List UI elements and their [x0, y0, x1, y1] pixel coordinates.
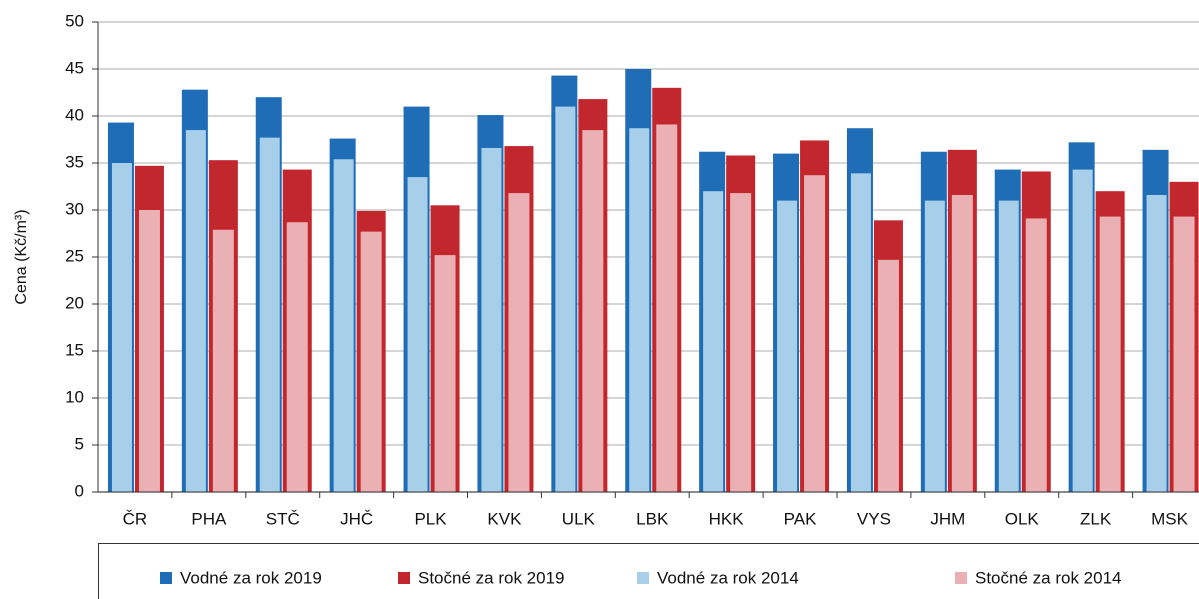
bar [924, 200, 945, 492]
x-tick-label: PAK [784, 509, 817, 528]
y-tick-label: 10 [65, 387, 84, 406]
legend-box [98, 543, 1199, 599]
y-tick-label: 20 [65, 293, 84, 312]
bar [286, 222, 308, 492]
bar [804, 175, 826, 492]
bar [850, 173, 871, 492]
bar [1146, 194, 1167, 492]
x-tick-label: OLK [1005, 509, 1040, 528]
bar [138, 210, 160, 492]
bar [1025, 218, 1047, 492]
y-tick-label: 50 [65, 11, 84, 30]
bar [508, 193, 530, 492]
x-tick-label: PLK [414, 509, 447, 528]
x-tick-label: JHM [930, 509, 965, 528]
legend-swatch [955, 572, 967, 584]
x-tick-label: KVK [487, 509, 522, 528]
x-tick-label: JHČ [340, 509, 373, 528]
bar [730, 193, 752, 492]
x-tick-label: VYS [857, 509, 891, 528]
bar [877, 259, 899, 492]
bar [259, 137, 280, 492]
bar [360, 231, 382, 492]
x-tick-label: ČR [123, 509, 148, 528]
x-tick-label: ZLK [1080, 509, 1112, 528]
x-tick-label: MSK [1151, 509, 1189, 528]
bar [998, 200, 1019, 492]
bar [185, 130, 206, 492]
bar [1072, 169, 1093, 492]
bar [111, 163, 132, 492]
y-axis-label: Cena (Kč/m³) [13, 209, 30, 304]
bar [407, 177, 428, 492]
legend-swatch [160, 572, 172, 584]
y-tick-label: 25 [65, 246, 84, 265]
bar [1099, 216, 1121, 492]
y-tick-label: 45 [65, 58, 84, 77]
legend-swatch [637, 572, 649, 584]
y-tick-label: 40 [65, 105, 84, 124]
bar [703, 191, 724, 492]
bar [1173, 216, 1195, 492]
bar [629, 128, 650, 492]
y-tick-label: 35 [65, 152, 84, 171]
legend-label: Vodné za rok 2014 [657, 568, 799, 587]
bar [951, 194, 973, 492]
y-tick-label: 30 [65, 199, 84, 218]
legend-swatch [398, 572, 410, 584]
bar [434, 255, 456, 492]
x-tick-label: STČ [266, 509, 300, 528]
bar [777, 200, 798, 492]
bar [555, 106, 576, 492]
x-tick-label: ULK [562, 509, 596, 528]
legend-label: Stočné za rok 2014 [975, 568, 1121, 587]
bar [212, 229, 234, 493]
bar [333, 159, 354, 493]
x-tick-label: HKK [709, 509, 745, 528]
x-tick-label: PHA [191, 509, 227, 528]
legend-label: Stočné za rok 2019 [418, 568, 564, 587]
x-tick-label: LBK [636, 509, 669, 528]
legend-label: Vodné za rok 2019 [180, 568, 322, 587]
bar [481, 147, 502, 492]
bar [656, 124, 678, 493]
bar [582, 130, 604, 492]
y-tick-label: 15 [65, 340, 84, 359]
y-tick-label: 0 [75, 481, 84, 500]
y-tick-label: 5 [75, 434, 84, 453]
